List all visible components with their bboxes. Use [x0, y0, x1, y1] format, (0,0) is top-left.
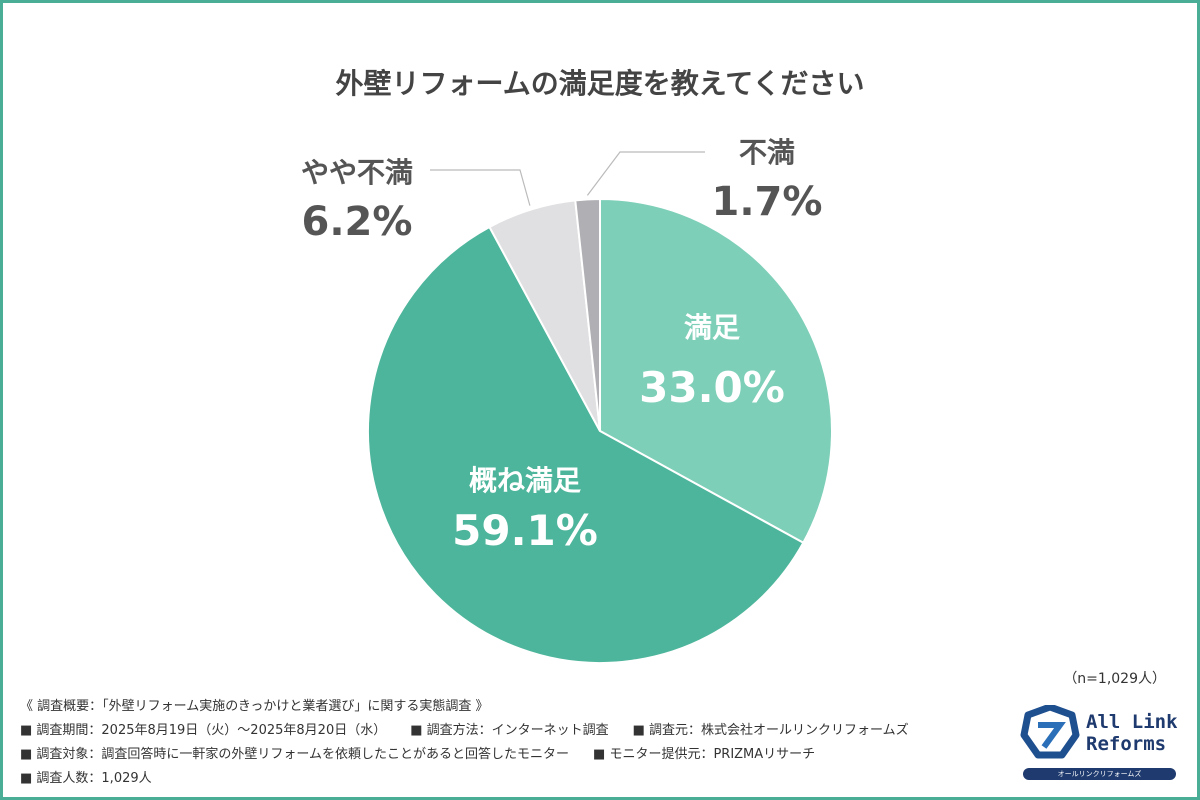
logo-mark-icon — [1020, 703, 1080, 759]
survey-overview: 《 調査概要：「外壁リフォーム実施のきっかけと業者選び」に関する実態調査 》 ■… — [20, 695, 933, 791]
sample-size: （n=1,029人） — [1063, 671, 1166, 687]
slice-label-2: やや不満 — [301, 156, 413, 189]
pie-slice-3 — [574, 197, 601, 432]
leader-line-3 — [586, 151, 705, 196]
slice-label-3: 不満 — [739, 136, 795, 169]
survey-source: ■ 調査元：株式会社オールリンクリフォームズ — [632, 723, 909, 738]
survey-count: ■ 調査人数：1,029人 — [20, 771, 152, 786]
slice-value-0: 33.0% — [639, 363, 785, 412]
chart-title: 外壁リフォームの満足度を教えてください — [335, 67, 865, 100]
logo-line1: All Link — [1086, 711, 1178, 733]
leader-line-2 — [430, 169, 531, 206]
survey-target: ■ 調査対象：調査回答時に一軒家の外壁リフォームを依頼したことがあると回答したモ… — [20, 747, 570, 762]
survey-method: ■ 調査方法：インターネット調査 — [410, 723, 609, 738]
slice-value-2: 6.2% — [302, 199, 413, 245]
logo-subtitle: オールリンクリフォームズ — [1023, 768, 1176, 780]
company-logo: All Link Reforms オールリンクリフォームズ — [1020, 703, 1180, 785]
survey-period: ■ 調査期間：2025年8月19日（火）～2025年8月20日（水） — [20, 723, 387, 738]
logo-line2: Reforms — [1086, 733, 1167, 755]
slice-label-1: 概ね満足 — [469, 464, 581, 497]
monitor-provider: ■ モニター提供元：PRIZMAリサーチ — [593, 747, 816, 762]
slice-value-3: 1.7% — [712, 179, 823, 225]
pie-slice-1 — [367, 225, 805, 664]
slice-value-1: 59.1% — [452, 506, 598, 555]
pie-slice-0 — [599, 197, 833, 545]
overview-heading: 《 調査概要：「外壁リフォーム実施のきっかけと業者選び」に関する実態調査 》 — [20, 699, 489, 714]
slice-label-0: 満足 — [684, 311, 740, 344]
